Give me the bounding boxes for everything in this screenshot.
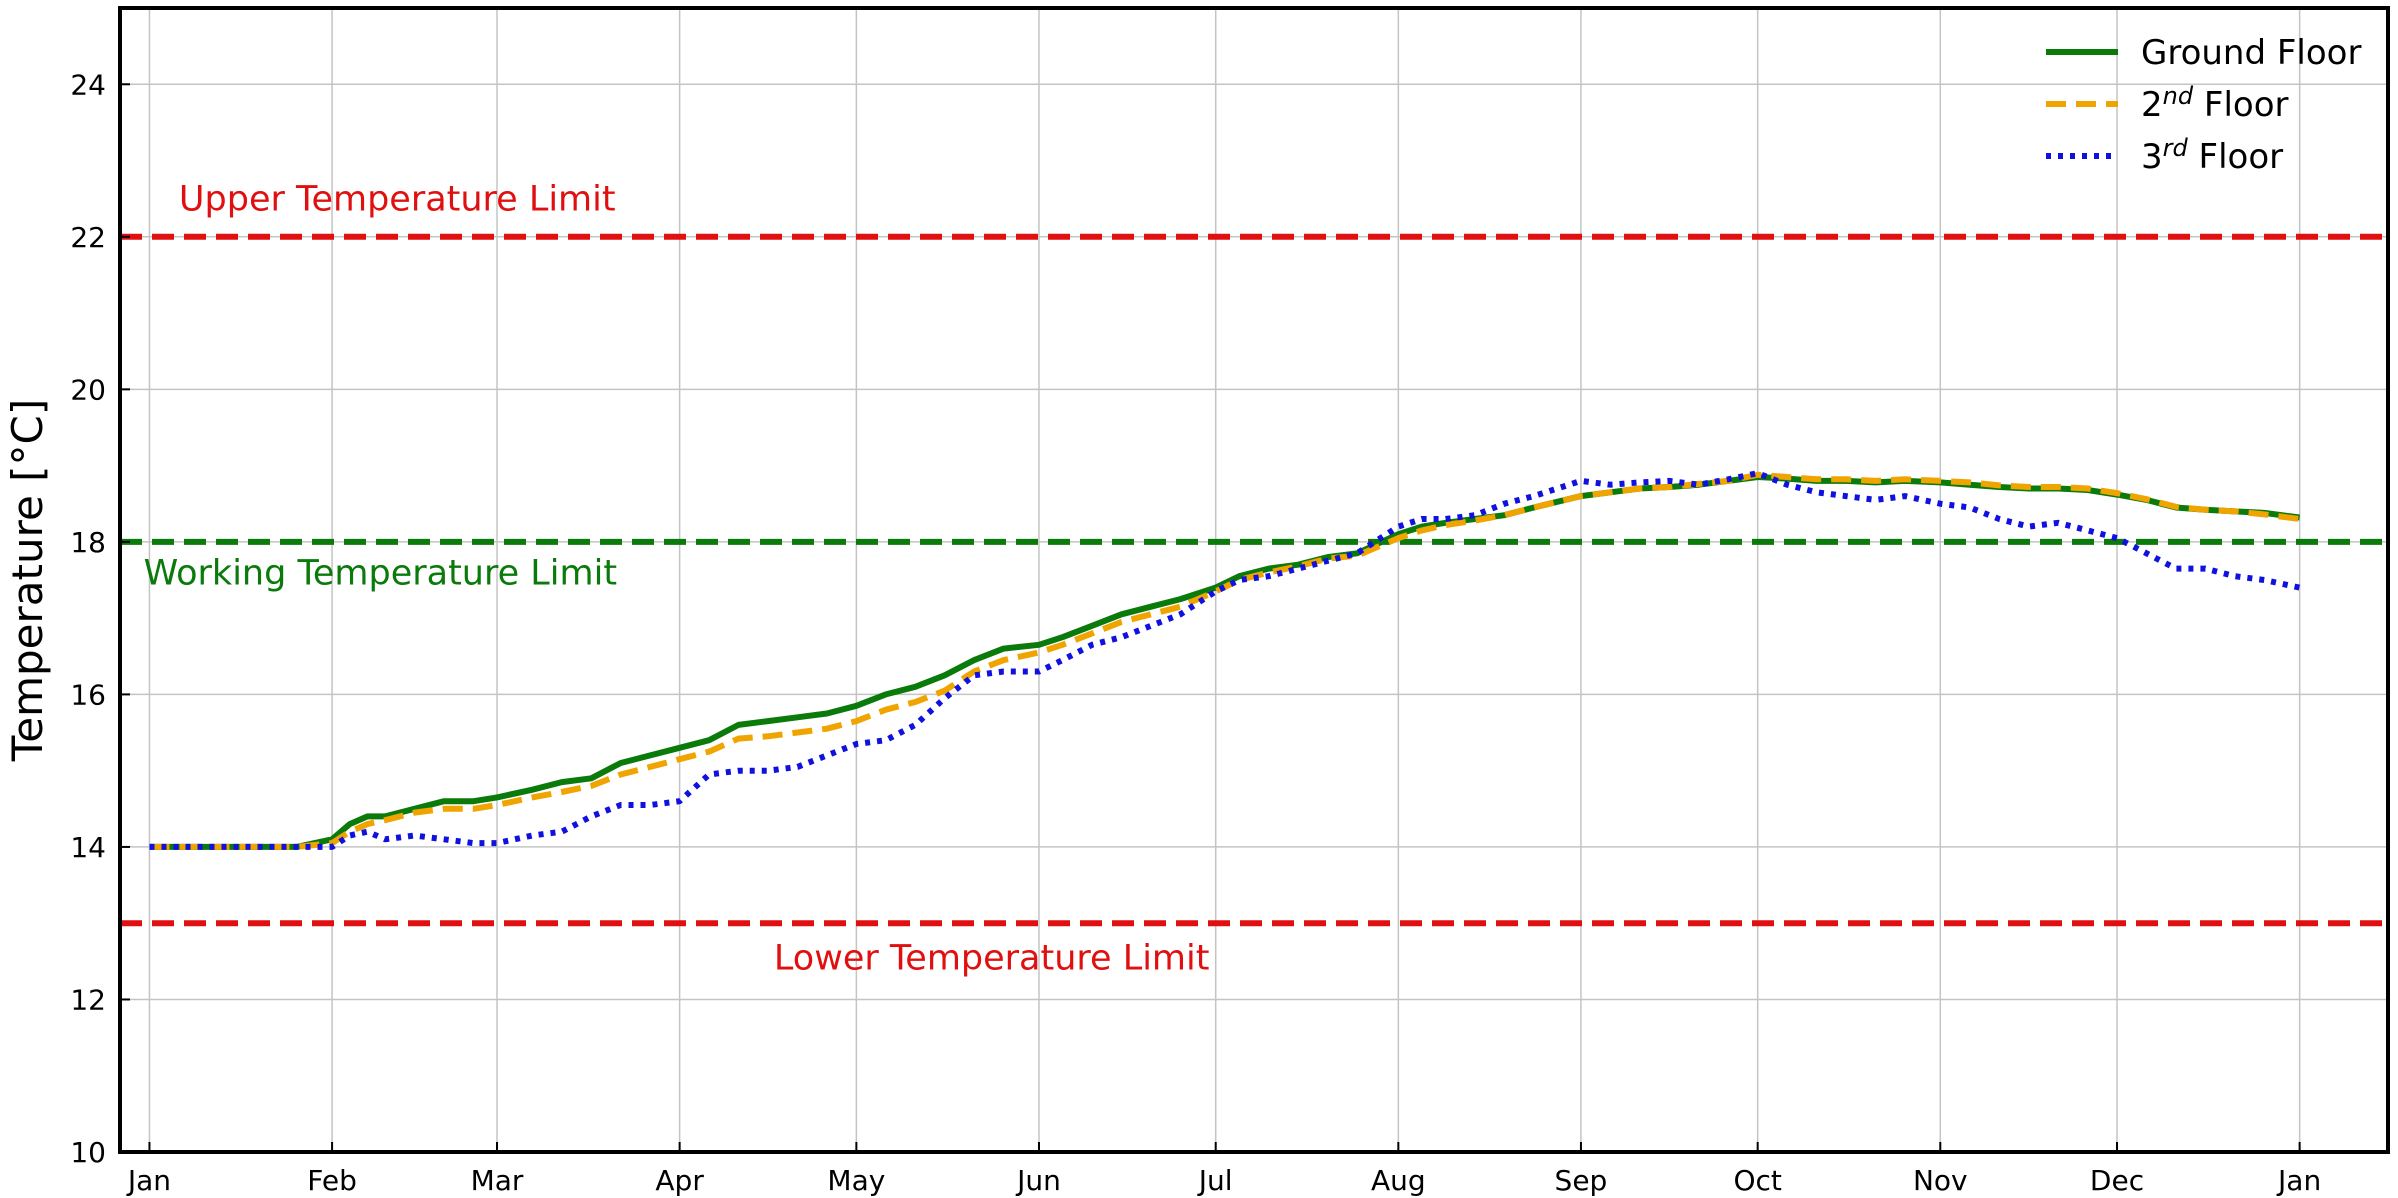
legend: Ground Floor 2nd Floor 3rd Floor	[2046, 33, 2361, 177]
x-tick-label: Sep	[1555, 1164, 1608, 1197]
legend-label-2nd-floor: 2nd Floor	[2141, 82, 2289, 125]
x-tick-label: Jan	[126, 1164, 171, 1197]
x-tick-label: Nov	[1913, 1164, 1968, 1197]
y-tick-label: 12	[70, 983, 106, 1016]
x-tick-label: Oct	[1733, 1164, 1781, 1197]
lower-temperature-limit-label: Lower Temperature Limit	[774, 939, 1210, 979]
series-lines	[149, 470, 2301, 850]
x-tick-label: Jan	[2276, 1164, 2321, 1197]
y-tick-label: 14	[70, 831, 106, 864]
x-tick-label: Aug	[1371, 1164, 1426, 1197]
working-temperature-limit-label: Working Temperature Limit	[144, 553, 617, 593]
x-tick-label: Mar	[471, 1164, 524, 1197]
x-tick-label: Jul	[1197, 1164, 1233, 1197]
plot-frame	[118, 6, 2390, 1154]
series-3rd-floor	[149, 470, 2301, 850]
series-2nd-floor	[149, 471, 2300, 850]
x-tick-label: Apr	[655, 1164, 704, 1197]
legend-label-ground-floor: Ground Floor	[2141, 33, 2361, 73]
y-tick-label: 18	[70, 526, 106, 559]
x-tick-label: Feb	[307, 1164, 357, 1197]
upper-temperature-limit-label: Upper Temperature Limit	[179, 180, 616, 220]
axis-ticks: Jan Feb Mar Apr May Jun Jul Aug Sep Oct Nov Dec Jan 1…	[70, 68, 2321, 1197]
reference-lines	[120, 233, 2388, 927]
y-tick-label: 16	[70, 678, 106, 711]
x-tick-label: Dec	[2090, 1164, 2144, 1197]
legend-label-3rd-floor: 3rd Floor	[2141, 134, 2283, 177]
series-ground-floor	[149, 474, 2300, 850]
x-tick-label: May	[827, 1164, 885, 1197]
y-axis-title: Temperature [°C]	[3, 399, 52, 763]
y-tick-label: 24	[70, 68, 106, 101]
x-tick-label: Jun	[1015, 1164, 1061, 1197]
annotations: Upper Temperature Limit Working Temperatu…	[144, 180, 1210, 979]
y-tick-label: 20	[70, 373, 106, 406]
y-tick-label: 10	[70, 1136, 106, 1169]
y-tick-label: 22	[70, 221, 106, 254]
